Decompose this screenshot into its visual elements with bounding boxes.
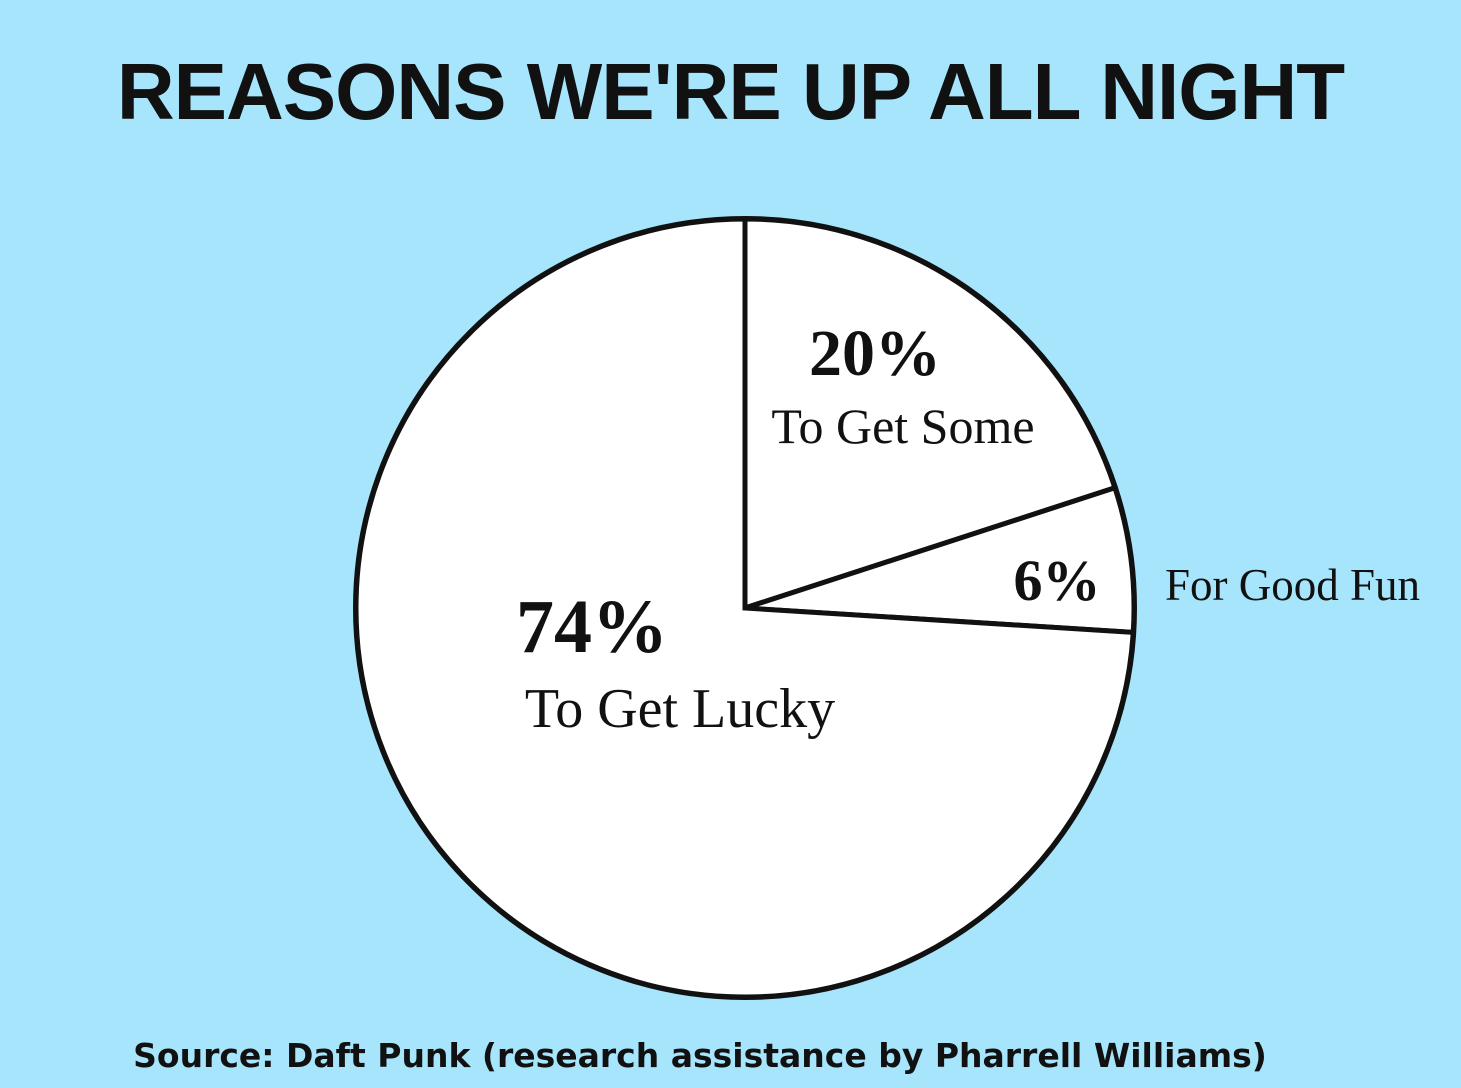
pie-slice-to-get-some bbox=[742, 216, 1119, 612]
slice-percent-to-get-lucky: 74% bbox=[516, 585, 668, 669]
chart-title: REASONS WE'RE UP ALL NIGHT bbox=[116, 47, 1345, 136]
slice-label-to-get-lucky: To Get Lucky bbox=[525, 678, 835, 740]
slice-label-for-good-fun: For Good Fun bbox=[1165, 560, 1420, 610]
chart-source: Source: Daft Punk (research assistance b… bbox=[133, 1036, 1267, 1075]
pie-slice-for-good-fun bbox=[744, 484, 1137, 636]
slice-label-to-get-some: To Get Some bbox=[771, 398, 1034, 454]
slice-percent-for-good-fun: 6% bbox=[1014, 548, 1101, 613]
pie-slice-to-get-lucky bbox=[353, 216, 1136, 1000]
slice-percent-to-get-some: 20% bbox=[809, 317, 941, 390]
